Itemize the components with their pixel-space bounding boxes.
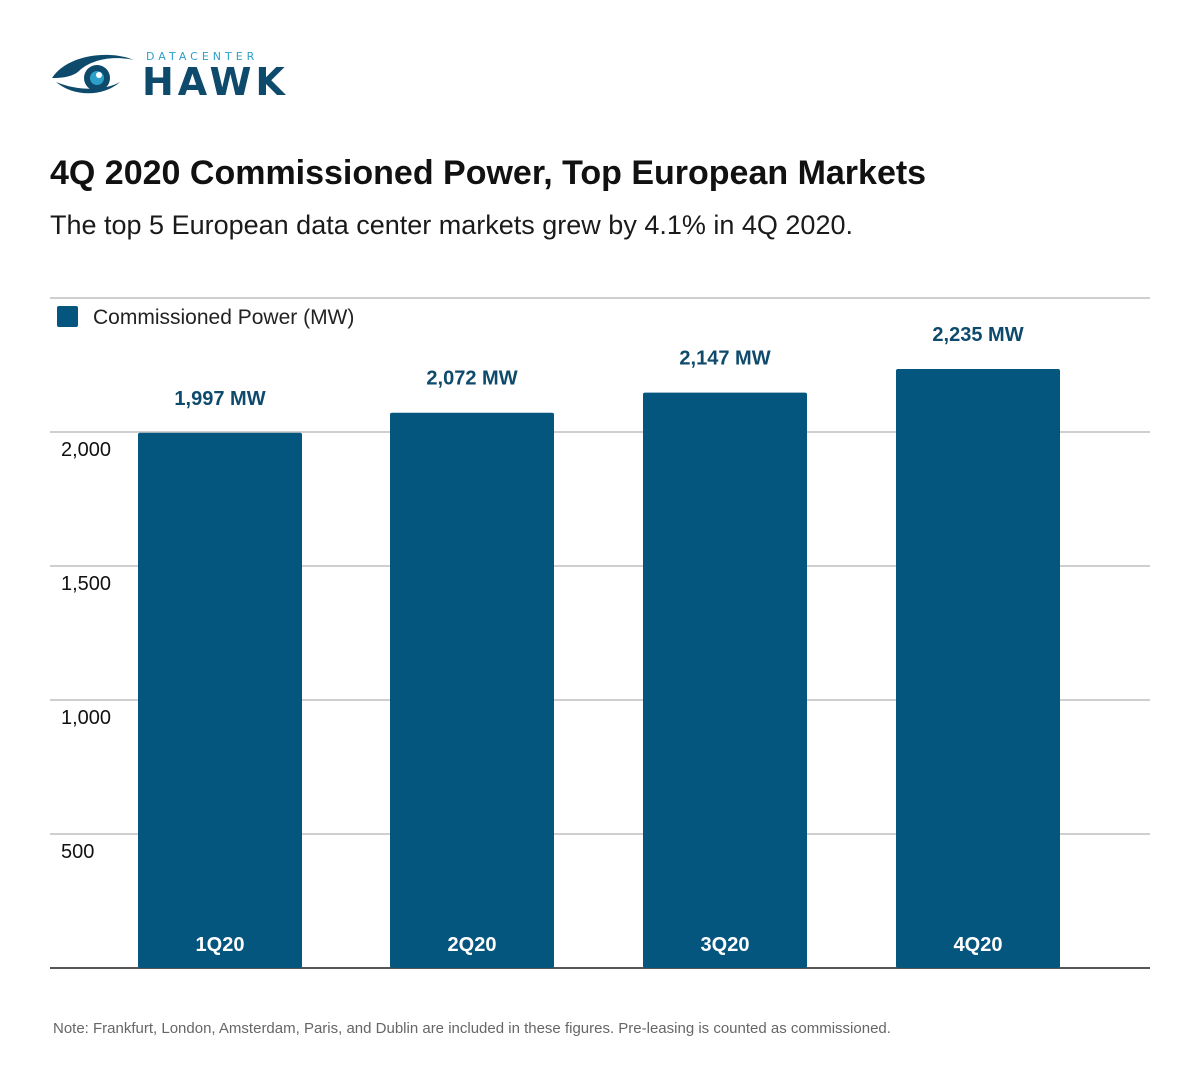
bar xyxy=(390,412,554,969)
bars xyxy=(138,369,1060,969)
category-labels: 1Q20 2Q20 3Q20 4Q20 xyxy=(196,934,1003,956)
category-label: 1Q20 xyxy=(196,934,245,956)
legend-label: Commissioned Power (MW) xyxy=(93,306,354,329)
hawk-eye-icon xyxy=(52,54,134,94)
data-label: 2,147 MW xyxy=(679,348,770,370)
y-axis-ticks: 500 1,000 1,500 2,000 xyxy=(61,439,111,863)
bar xyxy=(138,432,302,969)
chart-subtitle: The top 5 European data center markets g… xyxy=(50,210,853,240)
data-label: 1,997 MW xyxy=(174,388,265,410)
bar xyxy=(896,369,1060,968)
category-label: 3Q20 xyxy=(701,934,750,956)
category-label: 4Q20 xyxy=(954,934,1003,956)
brand-sub: DATACENTER xyxy=(146,50,259,63)
data-label: 2,235 MW xyxy=(932,324,1023,346)
brand-name: HAWK xyxy=(142,60,289,104)
data-labels: 1,997 MW 2,072 MW 2,147 MW 2,235 MW xyxy=(174,324,1023,410)
y-tick-label: 2,000 xyxy=(61,439,111,461)
legend-swatch xyxy=(57,306,78,327)
category-label: 2Q20 xyxy=(448,934,497,956)
legend: Commissioned Power (MW) xyxy=(57,306,354,329)
bar xyxy=(643,392,807,968)
brand-logo: DATACENTER HAWK xyxy=(50,44,285,104)
y-tick-label: 500 xyxy=(61,841,94,863)
data-label: 2,072 MW xyxy=(426,368,517,390)
y-tick-label: 1,500 xyxy=(61,573,111,595)
y-tick-label: 1,000 xyxy=(61,707,111,729)
footnote: Note: Frankfurt, London, Amsterdam, Pari… xyxy=(53,1020,891,1037)
chart-title: 4Q 2020 Commissioned Power, Top European… xyxy=(50,154,927,192)
